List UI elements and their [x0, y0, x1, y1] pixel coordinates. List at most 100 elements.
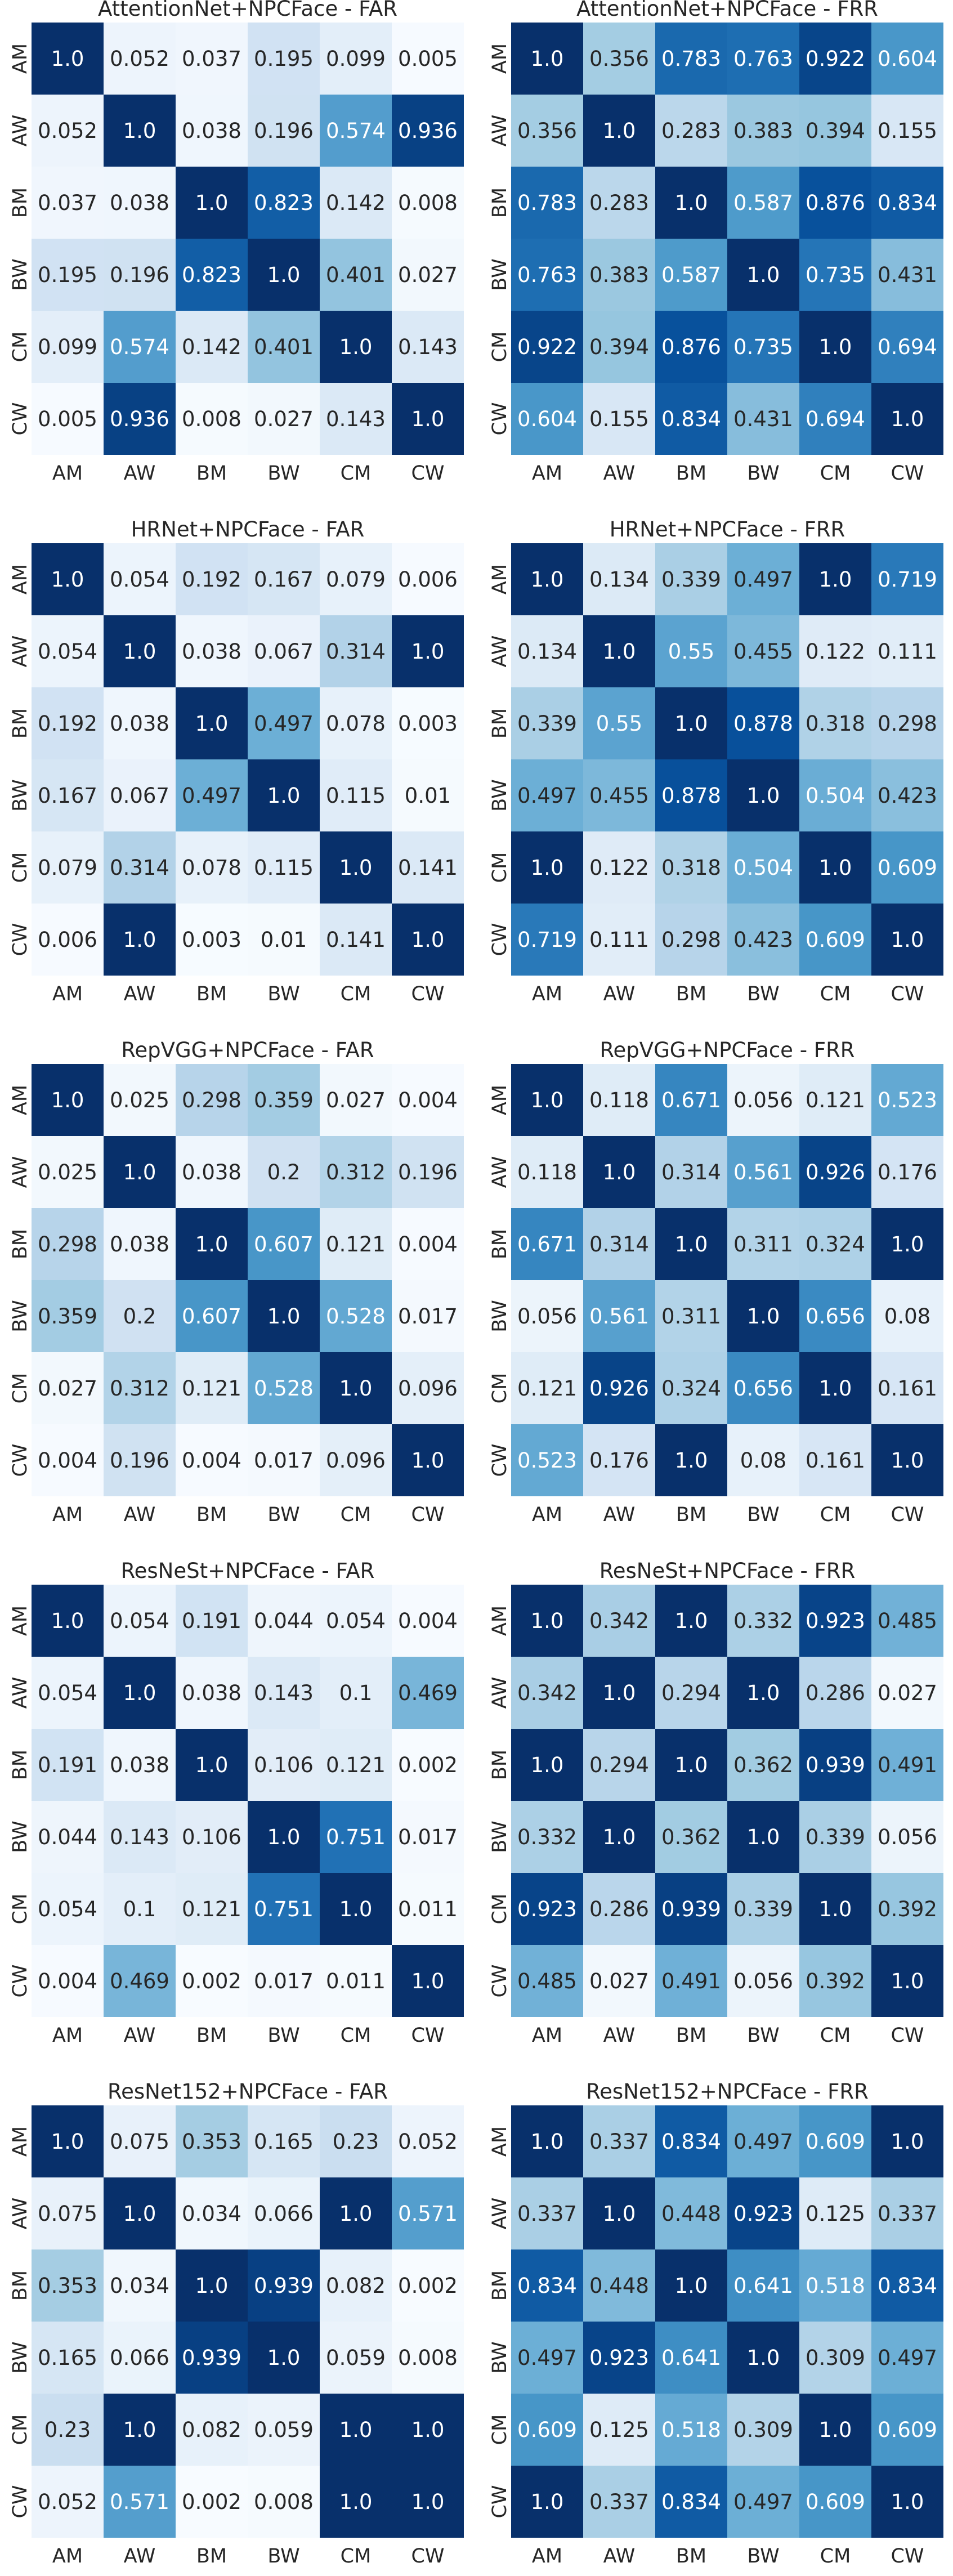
- x-tick-label: BW: [747, 2545, 779, 2568]
- heatmap-cell: [655, 1424, 727, 1496]
- y-tick-label: CW: [489, 402, 511, 435]
- y-tick-label: AW: [489, 1677, 511, 1709]
- x-tick-label: BW: [267, 1504, 299, 1526]
- cell-value-label: 0.504: [733, 856, 793, 880]
- cell-value-label: 1.0: [819, 856, 852, 880]
- heatmap-cell: [727, 831, 799, 904]
- cell-value-label: 1.0: [531, 1088, 564, 1112]
- y-tick-label: CW: [9, 402, 32, 435]
- cell-value-label: 1.0: [51, 2130, 84, 2154]
- cell-value-label: 0.038: [182, 1681, 241, 1705]
- heatmap-cell: [583, 687, 655, 759]
- heatmap-cell: [655, 167, 727, 239]
- heatmap-cell: [392, 383, 464, 455]
- cell-value-label: 1.0: [411, 928, 445, 952]
- cell-value-label: 0.079: [38, 856, 97, 880]
- heatmap-cell: [176, 95, 248, 167]
- cell-value-label: 1.0: [603, 1160, 636, 1184]
- heatmap-cell: [727, 687, 799, 759]
- cell-value-label: 0.455: [589, 784, 649, 808]
- heatmap-cell: [32, 23, 104, 95]
- x-tick-label: BM: [196, 983, 227, 1005]
- cell-value-label: 0.004: [182, 1448, 241, 1473]
- cell-value-label: 0.167: [254, 567, 314, 592]
- cell-value-label: 1.0: [891, 928, 924, 952]
- cell-value-label: 0.497: [733, 2490, 793, 2514]
- cell-value-label: 0.286: [806, 1681, 865, 1705]
- y-tick-label: BW: [489, 1300, 511, 1332]
- heatmap-cell: [655, 2394, 727, 2466]
- cell-value-label: 0.571: [398, 2202, 458, 2226]
- cell-value-label: 0.923: [733, 2202, 793, 2226]
- cell-value-label: 0.926: [589, 1376, 649, 1401]
- cell-value-label: 0.656: [806, 1304, 865, 1329]
- cell-value-label: 0.066: [110, 2346, 169, 2370]
- heatmap-cell: [871, 1136, 943, 1208]
- cell-value-label: 1.0: [891, 2490, 924, 2514]
- cell-value-label: 0.075: [38, 2202, 97, 2226]
- heatmap-cell: [871, 95, 943, 167]
- cell-value-label: 0.423: [878, 784, 937, 808]
- cell-value-label: 1.0: [891, 1232, 924, 1256]
- cell-value-label: 1.0: [747, 1304, 780, 1329]
- heatmap-cell: [655, 2322, 727, 2394]
- heatmap-cell: [511, 615, 583, 687]
- cell-value-label: 0.332: [733, 1609, 793, 1633]
- heatmap-cell: [871, 1424, 943, 1496]
- cell-value-label: 0.115: [254, 856, 314, 880]
- cell-value-label: 0.342: [589, 1609, 649, 1633]
- cell-value-label: 0.383: [589, 263, 649, 287]
- heatmap-cell: [511, 1352, 583, 1424]
- cell-value-label: 0.002: [398, 2274, 458, 2298]
- cell-value-label: 0.671: [661, 1088, 721, 1112]
- y-tick-label: CW: [9, 923, 32, 956]
- cell-value-label: 1.0: [51, 1609, 84, 1633]
- heatmap-cell: [104, 95, 176, 167]
- heatmap-cell: [320, 1585, 392, 1657]
- heatmap-cell: [176, 1585, 248, 1657]
- heatmap-cell: [871, 759, 943, 831]
- heatmap-cell: [871, 1352, 943, 1424]
- heatmap-cell: [104, 831, 176, 904]
- x-tick-label: BM: [196, 462, 227, 485]
- cell-value-label: 0.008: [254, 2490, 314, 2514]
- heatmap-cell: [104, 2249, 176, 2322]
- cell-value-label: 0.311: [733, 1232, 793, 1256]
- cell-value-label: 1.0: [267, 1304, 301, 1329]
- x-tick-label: CM: [341, 2024, 372, 2047]
- cell-value-label: 1.0: [411, 2418, 445, 2442]
- cell-value-label: 1.0: [123, 1681, 156, 1705]
- heatmap-cell: [176, 1352, 248, 1424]
- cell-value-label: 0.528: [254, 1376, 314, 1401]
- cell-value-label: 0.082: [182, 2418, 241, 2442]
- heatmap-cell: [511, 2466, 583, 2538]
- x-tick-label: CW: [411, 1504, 444, 1526]
- heatmap-cell: [176, 1064, 248, 1136]
- cell-value-label: 0.004: [398, 1232, 458, 1256]
- cell-value-label: 0.141: [326, 928, 386, 952]
- heatmap-cell: [583, 1280, 655, 1352]
- heatmap-cell: [104, 2394, 176, 2466]
- cell-value-label: 0.922: [517, 335, 577, 359]
- cell-value-label: 1.0: [675, 1609, 708, 1633]
- heatmap-cell: [176, 1801, 248, 1873]
- cell-value-label: 0.309: [733, 2418, 793, 2442]
- heatmap-cell: [583, 615, 655, 687]
- cell-value-label: 0.298: [38, 1232, 97, 1256]
- heatmap-cell: [320, 1801, 392, 1873]
- cell-value-label: 1.0: [603, 1825, 636, 1849]
- heatmap-cell: [320, 2177, 392, 2249]
- heatmap-cell: [799, 2322, 871, 2394]
- heatmap-cell: [176, 904, 248, 976]
- cell-value-label: 0.939: [254, 2274, 314, 2298]
- heatmap-cell: [32, 2394, 104, 2466]
- cell-value-label: 0.008: [182, 407, 241, 431]
- heatmap-cell: [511, 831, 583, 904]
- cell-value-label: 0.096: [398, 1376, 458, 1401]
- x-tick-label: AW: [124, 1504, 156, 1526]
- heatmap-cell: [248, 1136, 320, 1208]
- cell-value-label: 0.571: [110, 2490, 169, 2514]
- heatmap-cell: [511, 1280, 583, 1352]
- heatmap-cell: [104, 1945, 176, 2017]
- heatmap-cell: [248, 2177, 320, 2249]
